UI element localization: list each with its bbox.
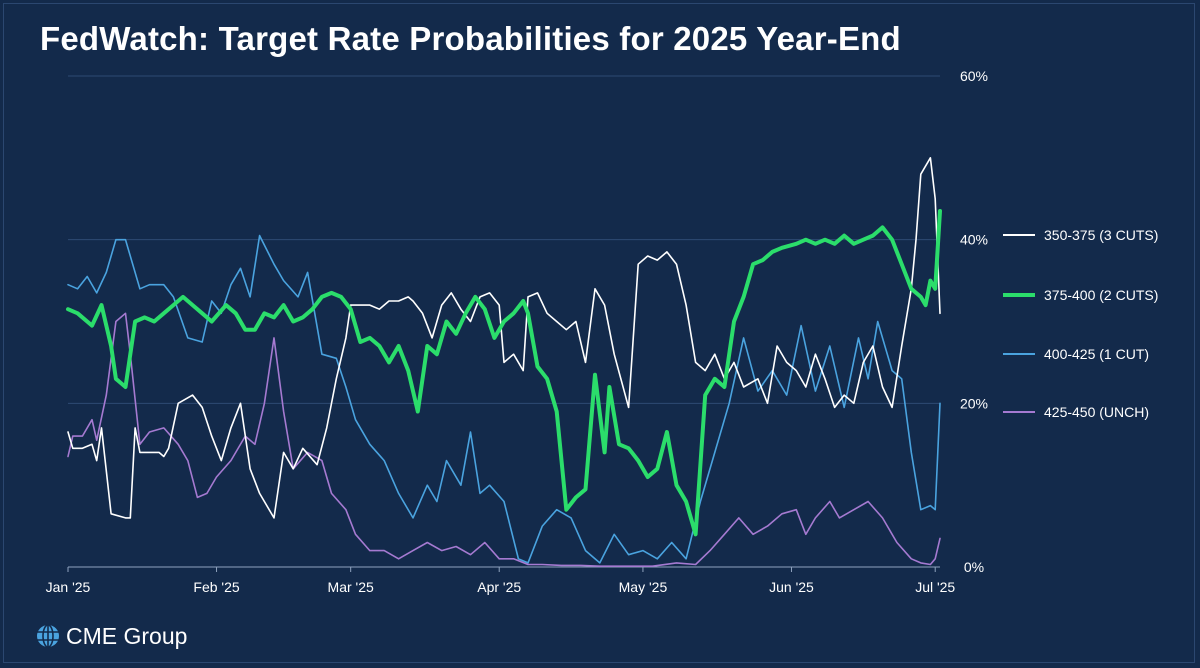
- brand-name: CME Group: [66, 622, 188, 649]
- x-tick-label: Apr '25: [477, 579, 521, 595]
- series-line: [67, 157, 941, 519]
- y-tick-label: 60%: [960, 68, 988, 84]
- legend-label: 375-400 (2 CUTS): [1044, 287, 1158, 303]
- x-tick-label: May '25: [619, 579, 668, 595]
- cme-group-logo: CME Group: [34, 622, 187, 650]
- x-tick-label: Mar '25: [328, 579, 374, 595]
- legend-label: 350-375 (3 CUTS): [1044, 227, 1158, 243]
- series-line: [66, 209, 942, 537]
- series-line: [67, 234, 941, 564]
- x-tick-label: Feb '25: [193, 579, 239, 595]
- y-tick-label: 20%: [960, 395, 988, 411]
- globe-icon: [37, 624, 59, 648]
- x-tick-label: Jul '25: [915, 579, 955, 595]
- legend-label: 400-425 (1 CUT): [1044, 346, 1149, 362]
- x-tick-label: Jun '25: [769, 579, 814, 595]
- x-tick-label: Jan '25: [46, 579, 91, 595]
- series-line: [67, 312, 941, 567]
- y-tick-label: 0%: [964, 559, 984, 575]
- chart-frame: [3, 3, 1195, 663]
- legend-label: 425-450 (UNCH): [1044, 404, 1149, 420]
- y-tick-label: 40%: [960, 232, 988, 248]
- chart-title: FedWatch: Target Rate Probabilities for …: [40, 20, 901, 57]
